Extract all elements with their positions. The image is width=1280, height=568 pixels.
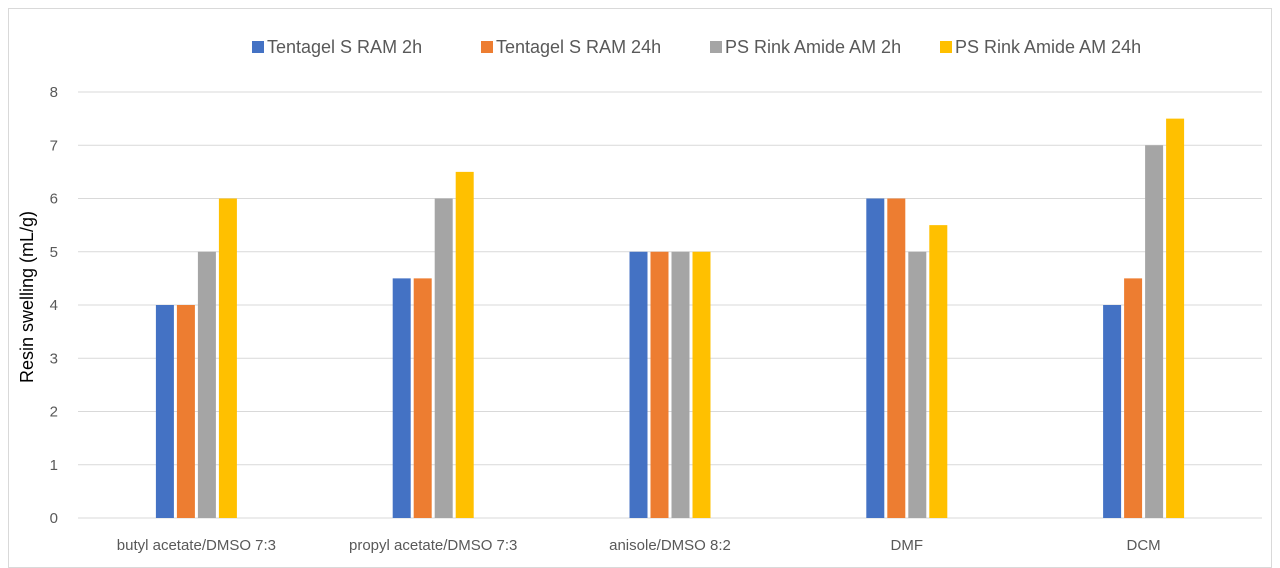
legend-swatch bbox=[252, 41, 264, 53]
x-category-label: DCM bbox=[1127, 537, 1161, 553]
y-axis-title: Resin swelling (mL/g) bbox=[17, 211, 37, 383]
bars bbox=[155, 118, 1185, 518]
bar bbox=[413, 278, 432, 518]
y-tick-label: 7 bbox=[50, 137, 58, 154]
x-axis-category-labels: butyl acetate/DMSO 7:3 propyl acetate/DMS… bbox=[117, 537, 1161, 553]
bar bbox=[671, 251, 690, 518]
bar bbox=[1124, 278, 1143, 518]
legend: Tentagel S RAM 2h Tentagel S RAM 24h PS Ri… bbox=[252, 37, 1141, 57]
bar bbox=[176, 305, 195, 518]
legend-label: Tentagel S RAM 2h bbox=[267, 37, 422, 57]
legend-label: Tentagel S RAM 24h bbox=[496, 37, 661, 57]
bar bbox=[455, 171, 474, 518]
bar bbox=[866, 198, 885, 518]
legend-swatch bbox=[710, 41, 722, 53]
bar bbox=[650, 251, 669, 518]
bar bbox=[908, 251, 927, 518]
bar bbox=[197, 251, 216, 518]
y-tick-label: 8 bbox=[50, 84, 58, 101]
legend-swatch bbox=[481, 41, 493, 53]
legend-swatch bbox=[940, 41, 952, 53]
y-tick-label: 3 bbox=[50, 350, 58, 367]
bar bbox=[1166, 118, 1185, 518]
bar bbox=[887, 198, 906, 518]
bar bbox=[434, 198, 453, 518]
legend-label: PS Rink Amide AM 2h bbox=[725, 37, 901, 57]
bar bbox=[692, 251, 711, 518]
bar bbox=[1103, 305, 1122, 518]
bar-chart: 0 1 2 3 4 5 6 7 8 butyl acetate/DMSO 7:3 propyl a… bbox=[17, 37, 1262, 553]
x-category-label: propyl acetate/DMSO 7:3 bbox=[349, 537, 517, 553]
y-tick-label: 0 bbox=[50, 510, 58, 527]
bar bbox=[392, 278, 411, 518]
y-tick-label: 5 bbox=[50, 244, 58, 261]
bar bbox=[629, 251, 648, 518]
x-category-label: DMF bbox=[891, 537, 924, 553]
bar bbox=[155, 305, 174, 518]
x-category-label: anisole/DMSO 8:2 bbox=[609, 537, 731, 553]
bar bbox=[1145, 145, 1164, 518]
y-tick-label: 2 bbox=[50, 404, 58, 421]
y-axis-tick-labels: 0 1 2 3 4 5 6 7 8 bbox=[50, 84, 58, 527]
bar bbox=[929, 225, 948, 518]
gridlines bbox=[78, 91, 1262, 519]
y-tick-label: 4 bbox=[50, 297, 58, 314]
bar bbox=[218, 198, 237, 518]
legend-label: PS Rink Amide AM 24h bbox=[955, 37, 1141, 57]
y-tick-label: 6 bbox=[50, 191, 58, 208]
x-category-label: butyl acetate/DMSO 7:3 bbox=[117, 537, 276, 553]
y-tick-label: 1 bbox=[50, 457, 58, 474]
